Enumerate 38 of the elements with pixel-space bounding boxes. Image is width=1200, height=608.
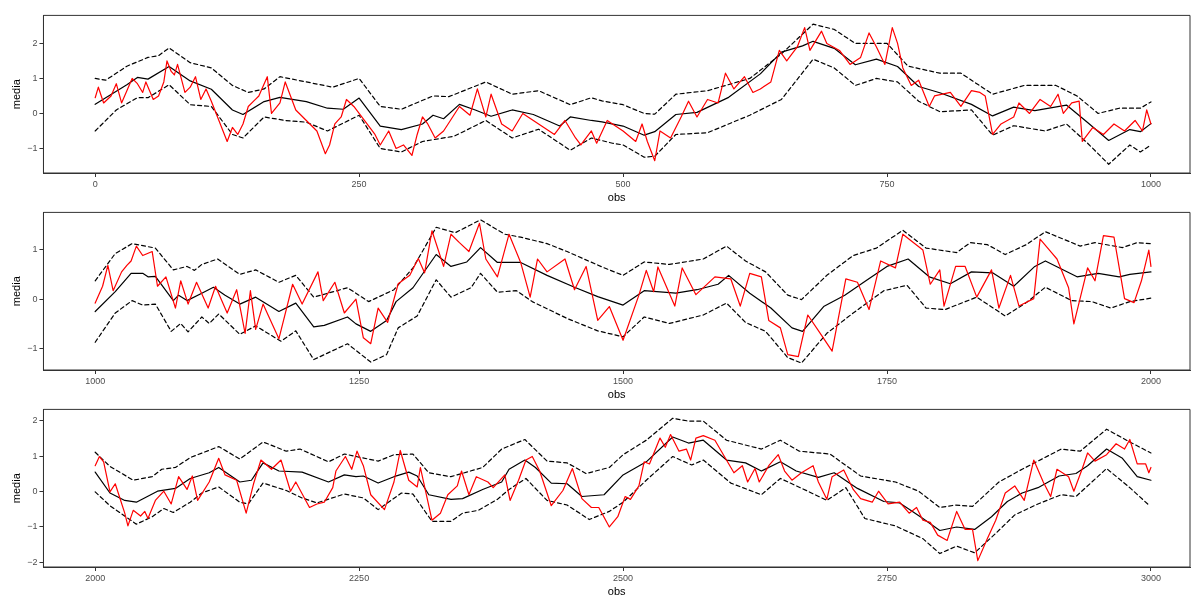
x-tick-label: 0 xyxy=(92,178,98,189)
y-tick-label: −2 xyxy=(27,556,38,567)
y-axis-title: media xyxy=(9,275,22,307)
y-axis-title: media xyxy=(9,78,22,110)
x-axis-title: obs xyxy=(607,585,627,598)
y-tick-label: 2 xyxy=(32,415,38,426)
x-tick-label: 750 xyxy=(879,178,895,189)
y-tick-label: −1 xyxy=(27,521,38,532)
x-tick-label: 2750 xyxy=(876,572,898,583)
line-series xyxy=(94,272,1152,364)
y-tick-label: 1 xyxy=(32,244,38,255)
x-tick-label: 2250 xyxy=(349,572,370,583)
x-tick-label: 250 xyxy=(351,178,367,189)
x-tick-label: 2000 xyxy=(85,572,106,583)
x-tick-label: 2500 xyxy=(613,572,634,583)
x-tick-label: 1250 xyxy=(349,375,370,386)
y-tick-label: −1 xyxy=(27,142,38,153)
y-tick-label: 1 xyxy=(32,450,38,461)
x-tick-label: 500 xyxy=(615,178,631,189)
x-tick-label: 1000 xyxy=(85,375,106,386)
y-tick-label: 0 xyxy=(32,293,38,304)
x-tick-label: 1500 xyxy=(613,375,634,386)
y-axis-title: media xyxy=(9,472,22,504)
y-tick-label: 0 xyxy=(32,107,38,118)
line-series xyxy=(94,219,1152,303)
line-series xyxy=(94,58,1152,165)
line-series xyxy=(94,417,1152,509)
x-axis-title: obs xyxy=(607,388,627,401)
x-tick-label: 1000 xyxy=(1140,178,1161,189)
x-tick-label: 2000 xyxy=(1140,375,1161,386)
x-tick-label: 1750 xyxy=(876,375,898,386)
y-tick-label: −1 xyxy=(27,343,38,354)
x-tick-label: 3000 xyxy=(1140,572,1161,583)
y-tick-label: 1 xyxy=(32,72,38,83)
y-tick-label: 2 xyxy=(32,37,38,48)
y-tick-label: 0 xyxy=(32,486,38,497)
line-series xyxy=(94,455,1150,555)
x-axis-title: obs xyxy=(607,191,627,204)
